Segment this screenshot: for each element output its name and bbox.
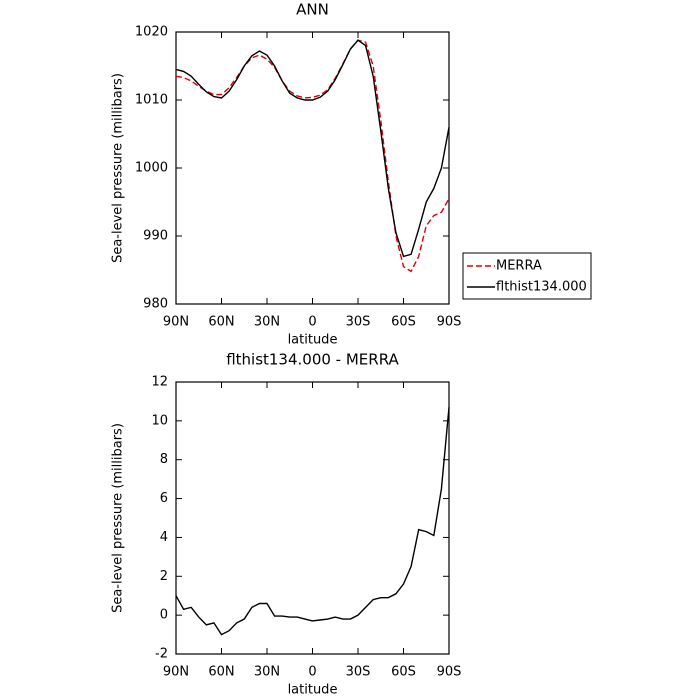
x-tick-label: 0 — [308, 315, 316, 330]
legend-label: MERRA — [496, 259, 542, 274]
x-tick-label: 30S — [346, 665, 371, 680]
y-tick-label: 8 — [160, 452, 168, 467]
x-tick-label: 60N — [208, 315, 234, 330]
chart-title: ANN — [296, 1, 329, 19]
x-tick-label: 90S — [437, 315, 462, 330]
x-tick-label: 90N — [163, 665, 189, 680]
x-tick-label: 30N — [254, 665, 280, 680]
x-axis-label: latitude — [288, 683, 338, 698]
y-tick-label: 12 — [151, 375, 168, 390]
x-tick-label: 0 — [308, 665, 316, 680]
x-tick-label: 30S — [346, 315, 371, 330]
x-tick-label: 60S — [391, 665, 416, 680]
y-tick-label: 980 — [143, 297, 168, 312]
y-tick-label: 2 — [160, 569, 168, 584]
series-line — [175, 407, 450, 636]
plot-frame — [175, 31, 450, 305]
y-tick-label: 4 — [160, 530, 168, 545]
series-line — [175, 39, 450, 258]
series-line — [175, 39, 450, 273]
x-tick-label: 30N — [254, 315, 280, 330]
y-tick-label: 1020 — [135, 25, 168, 40]
y-tick-label: 1010 — [135, 93, 168, 108]
y-axis-label: Sea-level pressure (millibars) — [111, 423, 126, 613]
y-tick-label: -2 — [155, 647, 168, 662]
legend-label: flthist134.000 — [496, 280, 587, 295]
y-tick-label: 0 — [160, 608, 168, 623]
y-tick-label: 990 — [143, 229, 168, 244]
chart-title: flthist134.000 - MERRA — [226, 351, 399, 369]
x-axis-label: latitude — [288, 333, 338, 348]
y-tick-label: 10 — [151, 413, 168, 428]
x-tick-label: 60S — [391, 315, 416, 330]
x-tick-label: 90N — [163, 315, 189, 330]
plot-frame — [175, 381, 450, 655]
y-axis-label: Sea-level pressure (millibars) — [111, 73, 126, 263]
y-tick-label: 6 — [160, 491, 168, 506]
legend-box — [462, 252, 592, 300]
x-tick-label: 60N — [208, 665, 234, 680]
y-tick-label: 1000 — [135, 161, 168, 176]
x-tick-label: 90S — [437, 665, 462, 680]
